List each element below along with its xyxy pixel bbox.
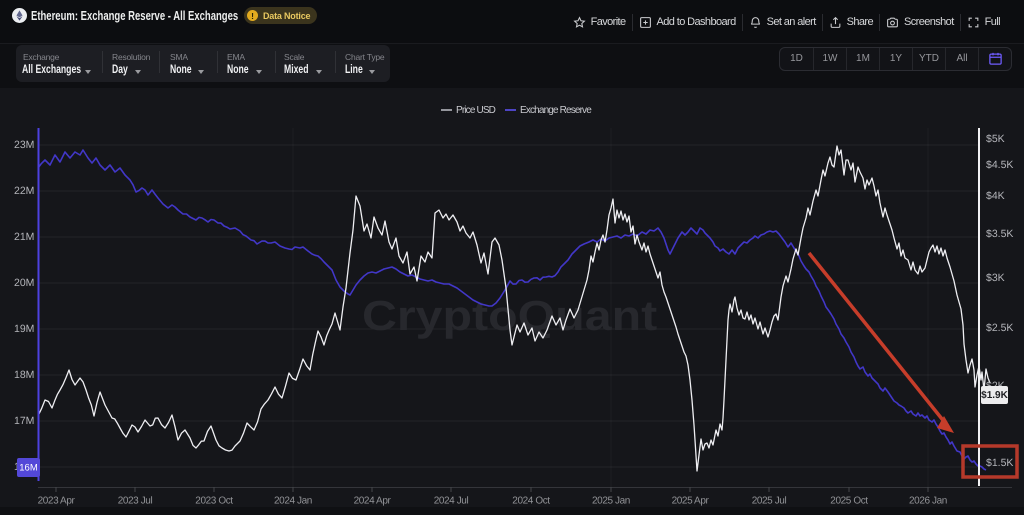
svg-text:20M: 20M <box>14 277 34 289</box>
svg-text:19M: 19M <box>14 323 34 335</box>
svg-text:23M: 23M <box>14 139 34 151</box>
svg-text:2024 Oct: 2024 Oct <box>512 496 550 507</box>
svg-text:2024 Jul: 2024 Jul <box>434 496 469 507</box>
svg-text:$2.5K: $2.5K <box>986 322 1013 334</box>
svg-text:16M: 16M <box>19 463 38 474</box>
svg-text:$4.5K: $4.5K <box>986 159 1013 171</box>
svg-text:2024 Apr: 2024 Apr <box>354 496 392 507</box>
svg-text:2025 Jan: 2025 Jan <box>592 496 630 507</box>
svg-text:$5K: $5K <box>986 133 1005 145</box>
svg-text:2026 Jan: 2026 Jan <box>909 496 947 507</box>
svg-text:$3K: $3K <box>986 272 1005 284</box>
svg-text:$4K: $4K <box>986 190 1005 202</box>
svg-text:2024 Jan: 2024 Jan <box>274 496 312 507</box>
svg-text:21M: 21M <box>14 231 34 243</box>
svg-text:$1.5K: $1.5K <box>986 457 1013 469</box>
svg-text:18M: 18M <box>14 369 34 381</box>
svg-text:17M: 17M <box>14 415 34 427</box>
svg-text:22M: 22M <box>14 185 34 197</box>
svg-text:$1.9K: $1.9K <box>981 390 1008 401</box>
svg-text:$3.5K: $3.5K <box>986 228 1013 240</box>
svg-text:2025 Jul: 2025 Jul <box>752 496 787 507</box>
svg-text:2023 Oct: 2023 Oct <box>195 496 233 507</box>
svg-text:2025 Apr: 2025 Apr <box>672 496 710 507</box>
svg-text:2023 Apr: 2023 Apr <box>38 496 76 507</box>
svg-text:CryptoQuant: CryptoQuant <box>362 292 657 339</box>
svg-text:2023 Jul: 2023 Jul <box>118 496 153 507</box>
svg-text:2025 Oct: 2025 Oct <box>830 496 868 507</box>
